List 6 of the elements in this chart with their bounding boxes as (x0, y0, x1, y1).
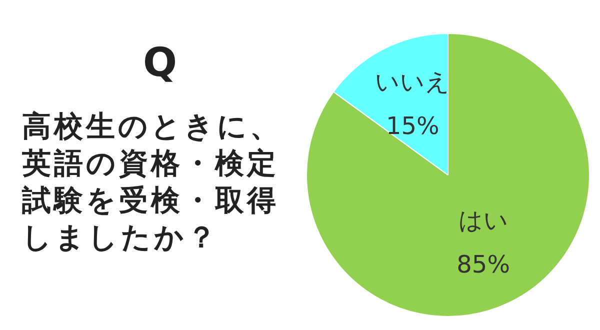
chart-title: Q (142, 40, 178, 86)
slice-label: はい (458, 206, 508, 235)
text: 高校生のときに、英語の資格・検定試験を受検・取得しましたか？ (22, 108, 283, 256)
slice-label: いいえ (375, 68, 450, 96)
data-label: 15% (386, 112, 440, 140)
data-label: 85% (456, 250, 510, 279)
